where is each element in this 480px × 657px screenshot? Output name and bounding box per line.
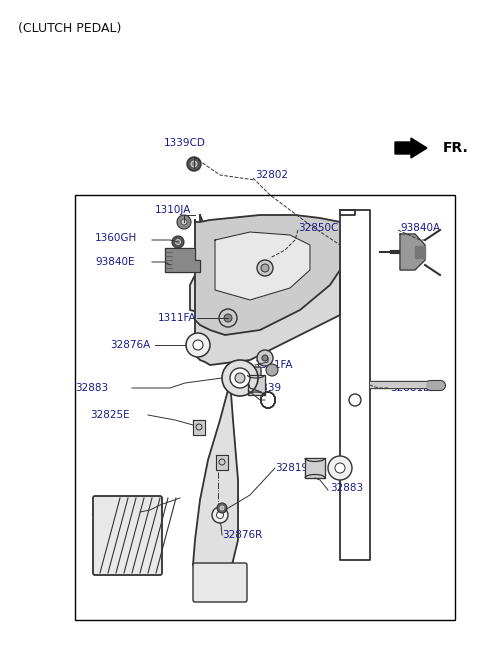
Circle shape (257, 260, 273, 276)
Text: 1311FA: 1311FA (158, 313, 196, 323)
Circle shape (220, 506, 224, 510)
Text: 32825E: 32825E (90, 410, 130, 420)
Text: (CLUTCH PEDAL): (CLUTCH PEDAL) (18, 22, 121, 35)
Polygon shape (305, 458, 325, 478)
FancyBboxPatch shape (239, 367, 261, 389)
FancyArrow shape (395, 138, 427, 158)
Circle shape (224, 314, 232, 322)
Circle shape (181, 219, 187, 225)
Polygon shape (216, 455, 228, 470)
Circle shape (257, 350, 273, 366)
Text: 93840E: 93840E (95, 257, 134, 267)
Text: 32850C: 32850C (298, 223, 338, 233)
Circle shape (176, 240, 180, 244)
Polygon shape (193, 420, 205, 435)
Text: 1339CD: 1339CD (164, 138, 206, 148)
Circle shape (186, 333, 210, 357)
Circle shape (261, 264, 269, 272)
Polygon shape (195, 215, 340, 335)
Circle shape (235, 373, 245, 383)
Circle shape (193, 340, 203, 350)
Circle shape (172, 236, 184, 248)
Text: 1311FA: 1311FA (255, 360, 293, 370)
Polygon shape (195, 220, 340, 365)
Polygon shape (215, 232, 310, 300)
Polygon shape (340, 210, 370, 560)
Circle shape (212, 507, 228, 523)
Polygon shape (165, 248, 200, 272)
Circle shape (191, 161, 197, 167)
Circle shape (219, 309, 237, 327)
Text: 32883: 32883 (75, 383, 108, 393)
Text: 32839: 32839 (248, 383, 281, 393)
Text: 1310JA: 1310JA (155, 205, 192, 215)
Circle shape (230, 368, 250, 388)
Circle shape (266, 364, 278, 376)
FancyBboxPatch shape (93, 496, 162, 575)
Polygon shape (193, 380, 238, 575)
Circle shape (262, 355, 268, 361)
Bar (75, 195, 455, 620)
Text: 93840A: 93840A (400, 223, 440, 233)
Circle shape (187, 157, 201, 171)
Polygon shape (190, 215, 340, 320)
Text: 32819A: 32819A (275, 463, 315, 473)
Circle shape (217, 503, 227, 513)
Polygon shape (415, 246, 425, 258)
Text: FR.: FR. (443, 141, 469, 155)
Text: 1360GH: 1360GH (95, 233, 137, 243)
Circle shape (216, 512, 224, 518)
Polygon shape (400, 234, 425, 270)
Text: 32876A: 32876A (110, 340, 150, 350)
Polygon shape (248, 375, 265, 395)
Text: 32883: 32883 (330, 483, 363, 493)
Circle shape (328, 456, 352, 480)
Circle shape (222, 360, 258, 396)
FancyBboxPatch shape (193, 563, 247, 602)
Text: 32881B: 32881B (390, 383, 430, 393)
Text: 32876R: 32876R (222, 530, 262, 540)
Circle shape (335, 463, 345, 473)
Text: 32825: 32825 (90, 507, 123, 517)
Text: 32802: 32802 (255, 170, 288, 180)
Circle shape (177, 215, 191, 229)
